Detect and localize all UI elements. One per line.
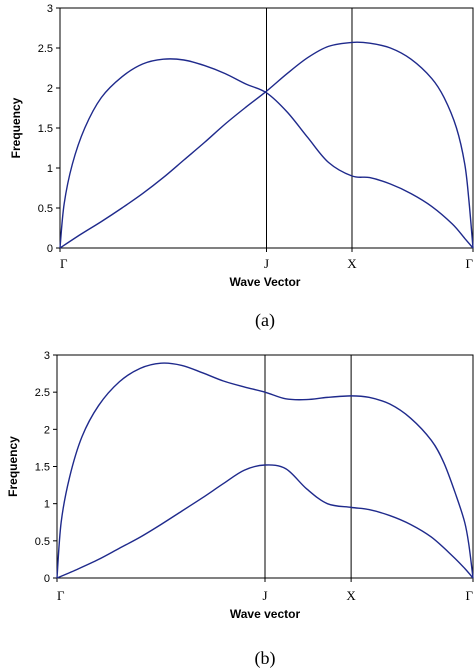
y-tick-label: 0.5 xyxy=(38,203,53,215)
y-tick-label: 2 xyxy=(47,83,53,95)
y-tick-label: 1 xyxy=(44,499,50,511)
x-point-label: X xyxy=(346,588,356,603)
x-point-label: J xyxy=(264,256,269,271)
panel-caption: (a) xyxy=(255,310,275,331)
y-tick-label: 1.5 xyxy=(38,123,53,135)
dispersion-curve-series-1 xyxy=(59,58,474,249)
dispersion-curve-series-2 xyxy=(59,41,474,249)
y-axis-title: Frequency xyxy=(9,97,23,158)
x-axis-title: Wave vector xyxy=(230,607,301,621)
x-point-label: Γ xyxy=(60,256,68,271)
dispersion-curve-series-2 xyxy=(56,464,474,579)
x-axis-title: Wave Vector xyxy=(230,275,301,289)
x-point-label: Γ xyxy=(465,588,473,603)
y-tick-label: 2.5 xyxy=(35,387,50,399)
y-tick-label: 0 xyxy=(44,573,50,585)
y-tick-label: 2 xyxy=(44,424,50,436)
y-tick-label: 3 xyxy=(47,3,53,15)
y-tick-label: 0 xyxy=(47,243,53,255)
y-tick-label: 1.5 xyxy=(35,462,50,474)
y-tick-label: 0.5 xyxy=(35,536,50,548)
chart-panel-a: 0 0.5 1 1.5 2 2.5 3 Γ J X Γ Wave Vector Frequency (a) xyxy=(9,3,474,331)
panel-caption: (b) xyxy=(255,648,276,669)
x-point-label: Γ xyxy=(465,256,473,271)
x-point-label: J xyxy=(262,588,267,603)
x-point-label: Γ xyxy=(57,588,65,603)
y-tick-label: 2.5 xyxy=(38,43,53,55)
dispersion-curve-series-1 xyxy=(56,362,474,579)
x-point-label: X xyxy=(347,256,357,271)
y-tick-label: 3 xyxy=(44,350,50,362)
y-tick-label: 1 xyxy=(47,163,53,175)
chart-panel-b: 0 0.5 1 1.5 2 2.5 3 Γ J X Γ Wave vector Frequency (b) xyxy=(6,350,474,669)
y-axis-title: Frequency xyxy=(6,436,20,497)
